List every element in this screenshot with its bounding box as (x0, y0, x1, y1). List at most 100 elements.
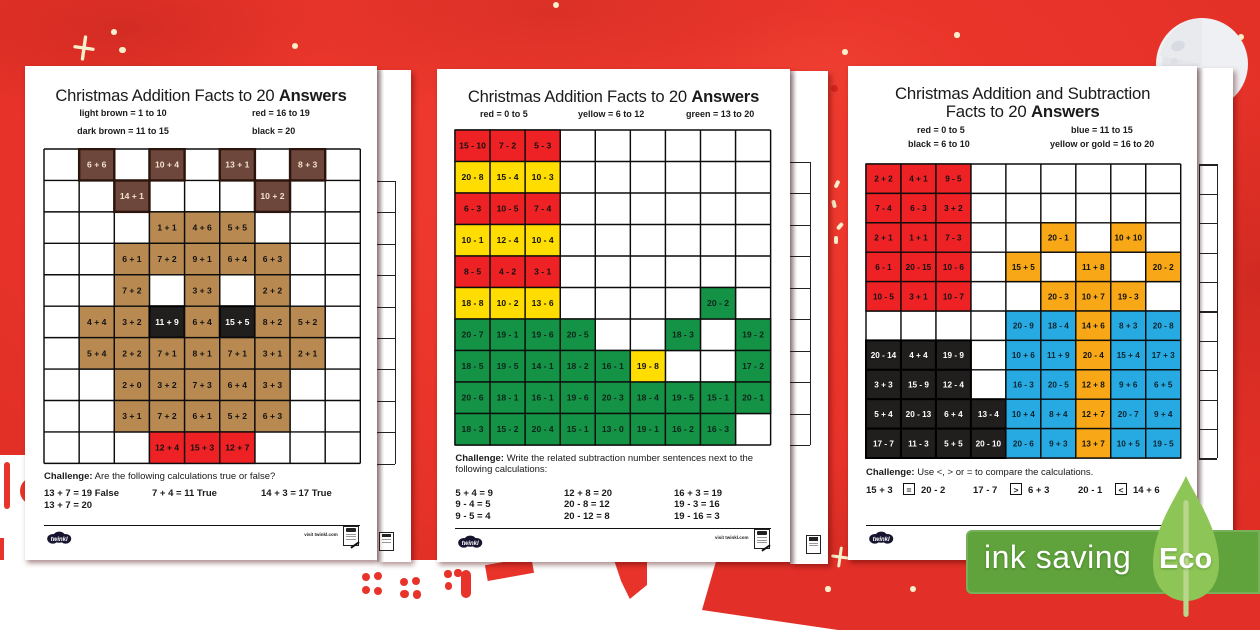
svg-text:7 - 2: 7 - 2 (499, 141, 516, 151)
svg-text:3 + 1: 3 + 1 (909, 293, 928, 302)
svg-text:2 + 0: 2 + 0 (122, 380, 142, 390)
svg-text:5 + 5: 5 + 5 (944, 440, 963, 449)
svg-text:12 - 4: 12 - 4 (943, 381, 964, 390)
svg-text:20 - 8: 20 - 8 (1153, 322, 1174, 331)
svg-text:10 - 1: 10 - 1 (462, 235, 484, 245)
svg-text:10 + 6: 10 + 6 (1012, 352, 1035, 361)
svg-text:18 - 1: 18 - 1 (497, 393, 519, 403)
svg-text:3 + 2: 3 + 2 (157, 380, 177, 390)
svg-text:19 - 6: 19 - 6 (532, 330, 554, 340)
svg-text:11 + 8: 11 + 8 (1082, 263, 1105, 272)
svg-text:4 + 6: 4 + 6 (193, 223, 213, 233)
svg-text:10 - 5: 10 - 5 (497, 204, 519, 214)
svg-text:20 - 7: 20 - 7 (462, 330, 484, 340)
svg-text:17 - 7: 17 - 7 (873, 440, 894, 449)
svg-text:7 + 1: 7 + 1 (228, 349, 248, 359)
svg-text:20 - 4: 20 - 4 (1083, 352, 1104, 361)
svg-text:twinkl: twinkl (462, 540, 479, 546)
svg-text:6 + 4: 6 + 4 (944, 410, 963, 419)
svg-text:10 - 2: 10 - 2 (497, 298, 519, 308)
svg-text:15 + 4: 15 + 4 (1117, 352, 1140, 361)
svg-text:twinkl: twinkl (873, 537, 890, 543)
svg-text:20 - 2: 20 - 2 (707, 298, 729, 308)
svg-text:12 + 7: 12 + 7 (225, 443, 249, 453)
svg-text:5 + 2: 5 + 2 (228, 412, 248, 422)
svg-text:20 - 4: 20 - 4 (532, 424, 554, 434)
svg-text:7 + 1: 7 + 1 (157, 349, 177, 359)
svg-text:20 - 13: 20 - 13 (906, 410, 932, 419)
svg-text:12 + 8: 12 + 8 (1082, 381, 1105, 390)
svg-text:6 + 4: 6 + 4 (228, 380, 248, 390)
svg-text:15 - 1: 15 - 1 (567, 424, 589, 434)
svg-text:20 - 14: 20 - 14 (871, 352, 897, 361)
svg-text:3 + 1: 3 + 1 (122, 412, 142, 422)
svg-text:20 - 2: 20 - 2 (1153, 263, 1174, 272)
svg-text:7 + 2: 7 + 2 (157, 412, 177, 422)
svg-text:4 + 1: 4 + 1 (909, 175, 928, 184)
svg-text:2 + 2: 2 + 2 (122, 349, 142, 359)
svg-text:19 - 2: 19 - 2 (743, 330, 765, 340)
svg-text:6 + 1: 6 + 1 (193, 412, 213, 422)
svg-text:11 + 9: 11 + 9 (1047, 352, 1070, 361)
svg-text:6 - 1: 6 - 1 (875, 263, 892, 272)
svg-text:7 - 3: 7 - 3 (945, 234, 962, 243)
svg-text:7 - 4: 7 - 4 (534, 204, 551, 214)
svg-text:1 + 1: 1 + 1 (157, 223, 177, 233)
svg-text:18 - 8: 18 - 8 (462, 298, 484, 308)
svg-text:19 - 5: 19 - 5 (672, 393, 694, 403)
svg-text:10 + 4: 10 + 4 (1012, 410, 1035, 419)
svg-text:6 - 3: 6 - 3 (910, 205, 927, 214)
svg-text:10 + 7: 10 + 7 (1082, 293, 1105, 302)
svg-text:4 + 4: 4 + 4 (909, 352, 928, 361)
svg-text:3 + 3: 3 + 3 (874, 381, 893, 390)
svg-text:4 - 2: 4 - 2 (499, 267, 516, 277)
svg-text:16 - 3: 16 - 3 (1013, 381, 1034, 390)
svg-text:6 + 3: 6 + 3 (263, 412, 283, 422)
svg-text:5 + 4: 5 + 4 (87, 349, 107, 359)
svg-text:13 + 1: 13 + 1 (225, 160, 249, 170)
svg-text:8 + 3: 8 + 3 (1119, 322, 1138, 331)
svg-text:14 + 6: 14 + 6 (1082, 322, 1105, 331)
svg-text:18 - 4: 18 - 4 (637, 393, 659, 403)
svg-text:20 - 9: 20 - 9 (1013, 322, 1034, 331)
svg-text:15 - 4: 15 - 4 (497, 172, 519, 182)
svg-text:13 - 6: 13 - 6 (532, 298, 554, 308)
svg-text:20 - 10: 20 - 10 (976, 440, 1002, 449)
svg-text:19 - 5: 19 - 5 (497, 361, 519, 371)
svg-text:12 + 4: 12 + 4 (155, 443, 179, 453)
svg-text:3 - 1: 3 - 1 (534, 267, 551, 277)
svg-text:20 - 8: 20 - 8 (462, 172, 484, 182)
svg-text:7 + 2: 7 + 2 (157, 254, 177, 264)
svg-text:17 - 2: 17 - 2 (743, 361, 765, 371)
svg-text:8 + 4: 8 + 4 (1049, 410, 1068, 419)
svg-text:14 - 1: 14 - 1 (532, 361, 554, 371)
svg-text:3 + 3: 3 + 3 (193, 286, 213, 296)
svg-text:19 - 9: 19 - 9 (943, 352, 964, 361)
svg-text:13 - 4: 13 - 4 (978, 410, 999, 419)
svg-text:18 - 2: 18 - 2 (567, 361, 589, 371)
svg-text:12 - 4: 12 - 4 (497, 235, 519, 245)
svg-text:19 - 6: 19 - 6 (567, 393, 589, 403)
svg-text:9 + 1: 9 + 1 (193, 254, 213, 264)
svg-text:16 - 2: 16 - 2 (672, 424, 694, 434)
svg-text:11 + 9: 11 + 9 (155, 317, 179, 327)
svg-text:9 + 4: 9 + 4 (1154, 410, 1173, 419)
svg-text:10 + 10: 10 + 10 (1114, 234, 1142, 243)
svg-text:5 + 5: 5 + 5 (228, 223, 248, 233)
svg-text:15 - 10: 15 - 10 (460, 141, 487, 151)
svg-text:2 + 1: 2 + 1 (874, 234, 893, 243)
svg-text:20 - 6: 20 - 6 (1013, 440, 1034, 449)
svg-text:10 - 5: 10 - 5 (873, 293, 894, 302)
svg-text:3 + 2: 3 + 2 (944, 205, 963, 214)
svg-text:18 - 5: 18 - 5 (462, 361, 484, 371)
svg-text:8 + 3: 8 + 3 (298, 160, 318, 170)
svg-text:10 - 6: 10 - 6 (943, 263, 964, 272)
svg-text:7 + 3: 7 + 3 (193, 380, 213, 390)
svg-text:10 + 2: 10 + 2 (260, 191, 284, 201)
svg-text:18 - 4: 18 - 4 (1048, 322, 1069, 331)
svg-text:15 - 9: 15 - 9 (908, 381, 929, 390)
svg-text:14 + 1: 14 + 1 (120, 191, 144, 201)
svg-text:20 - 1: 20 - 1 (1048, 234, 1069, 243)
svg-text:8 + 2: 8 + 2 (263, 317, 283, 327)
svg-text:9 + 3: 9 + 3 (1049, 440, 1068, 449)
